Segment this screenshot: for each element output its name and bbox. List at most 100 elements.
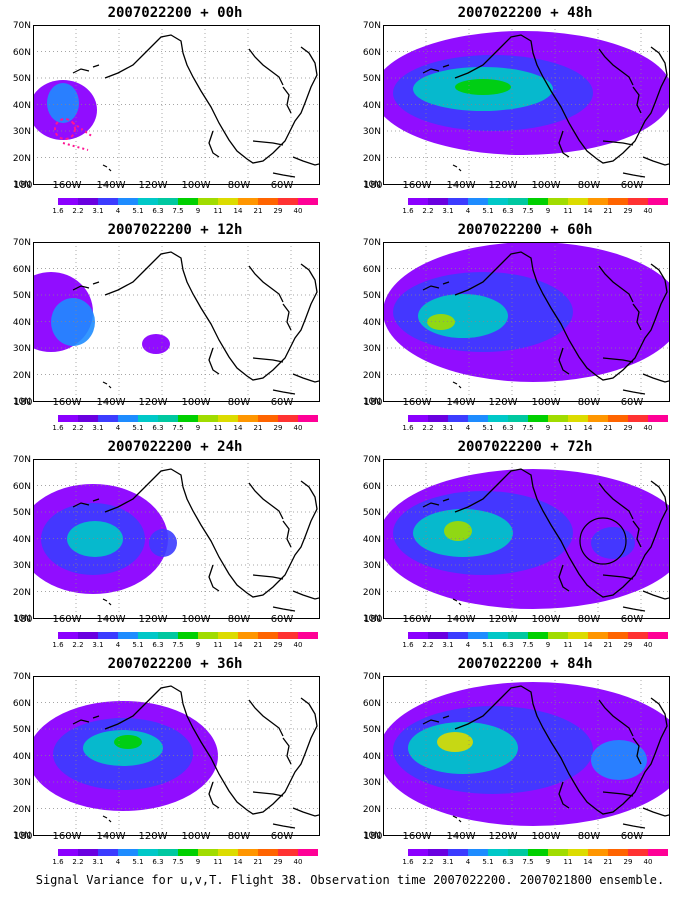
map-area [33, 242, 320, 402]
longitude-label: 160W [52, 180, 82, 191]
flight-track-marker [54, 118, 76, 140]
colorbar-swatch [298, 198, 318, 205]
variance-contour [149, 529, 177, 557]
variance-contour [418, 294, 508, 338]
colorbar-label: 6.3 [152, 424, 164, 432]
colorbar-swatch [98, 198, 118, 205]
colorbar-swatch [448, 415, 468, 422]
colorbar-label: 29 [273, 424, 283, 432]
colorbar-swatch [58, 415, 78, 422]
colorbar-swatch [178, 198, 198, 205]
colorbar-label: 1.6 [402, 207, 414, 215]
colorbar-label: 29 [273, 858, 283, 866]
latitude-label: 20N [12, 370, 31, 381]
latitude-label: 50N [362, 508, 381, 518]
variance-contour [142, 334, 170, 354]
longitude-label: 160W [402, 614, 432, 625]
colorbar-swatch [648, 198, 668, 205]
colorbar-label: 1.6 [52, 424, 64, 432]
colorbar-swatch [178, 415, 198, 422]
colorbar-label: 5.1 [132, 641, 144, 649]
colorbar-label: 21 [603, 207, 613, 215]
colorbar-swatch [468, 415, 488, 422]
colorbar-swatch [138, 198, 158, 205]
colorbar-label: 11 [213, 424, 223, 432]
latitude-label: 60N [362, 481, 381, 492]
colorbar-swatch [238, 415, 258, 422]
latitude-label: 60N [12, 698, 31, 709]
colorbar-label: 1.6 [52, 207, 64, 215]
variance-contour [67, 521, 123, 557]
colorbar-swatch [298, 849, 318, 856]
colorbar-label: 7.5 [172, 641, 184, 649]
latitude-label: 30N [362, 127, 381, 137]
longitude-label: 80W [227, 180, 251, 191]
latitude-label: 70N [362, 21, 381, 31]
colorbar-swatch [488, 198, 508, 205]
colorbar-swatch [138, 849, 158, 856]
colorbar-swatch [488, 849, 508, 856]
colorbar-swatch [548, 849, 568, 856]
colorbar-label: 29 [623, 858, 633, 866]
colorbar-swatch [588, 198, 608, 205]
colorbar-label: 3.1 [442, 424, 454, 432]
colorbar-swatch [548, 632, 568, 639]
coastline-islands [72, 498, 296, 612]
colorbar-swatch [508, 415, 528, 422]
colorbar-label: 11 [213, 641, 223, 649]
latitude-label: 40N [362, 100, 381, 111]
longitude-label: 80W [227, 397, 251, 408]
colorbar-swatch [138, 415, 158, 422]
latitude-label: 10N [12, 614, 31, 624]
longitude-label: 160W [52, 831, 82, 842]
colorbar-swatch [568, 415, 588, 422]
coastline-islands [422, 498, 646, 612]
latitude-label: 70N [12, 238, 31, 248]
colorbar-label: 29 [273, 641, 283, 649]
colorbar-label: 11 [213, 207, 223, 215]
longitude-label: 180 [363, 397, 383, 408]
latitude-label: 10N [12, 397, 31, 407]
colorbar-label: 29 [623, 207, 633, 215]
colorbar-label: 9 [195, 641, 201, 649]
colorbar-swatch [568, 849, 588, 856]
colorbar-swatch [608, 198, 628, 205]
colorbar-swatch [78, 632, 98, 639]
longitude-label: 160W [52, 397, 82, 408]
longitude-label: 120W [138, 831, 168, 842]
colorbar-swatch [158, 415, 178, 422]
longitude-label: 140W [96, 180, 126, 191]
latitude-label: 30N [12, 344, 31, 354]
latitude-label: 40N [362, 534, 381, 545]
latitude-label: 10N [362, 397, 381, 407]
colorbar [408, 849, 668, 856]
coastline [454, 251, 670, 383]
panel-title: 2007022200 + 36h [107, 656, 243, 672]
longitude-label: 180 [13, 180, 33, 191]
map-panel: 2007022200 + 24h 70N 60N 50N 40N 30N 20N 10N 180… [0, 439, 320, 654]
colorbar-swatch [98, 632, 118, 639]
colorbar-swatch [258, 198, 278, 205]
longitude-label: 80W [577, 180, 601, 191]
colorbar-label: 21 [603, 858, 613, 866]
map-panel: 2007022200 + 12h 70N 60N 50N 40N 30N 20N 10N 180… [0, 222, 320, 437]
colorbar-swatch [258, 849, 278, 856]
colorbar-label: 9 [545, 207, 551, 215]
panel-title: 2007022200 + 72h [457, 439, 593, 455]
colorbar-label: 5.1 [482, 641, 494, 649]
colorbar-label: 11 [563, 858, 573, 866]
colorbar-label: 9 [545, 858, 551, 866]
longitude-label: 100W [181, 831, 211, 842]
colorbar-label: 4 [465, 641, 471, 649]
latitude-label: 60N [362, 698, 381, 709]
colorbar-label: 40 [293, 207, 303, 215]
colorbar-label: 6.3 [152, 207, 164, 215]
colorbar-swatch [648, 849, 668, 856]
colorbar-swatch [428, 415, 448, 422]
colorbar-swatch [198, 849, 218, 856]
colorbar-swatch [158, 198, 178, 205]
longitude-label: 180 [13, 831, 33, 842]
colorbar-swatch [298, 415, 318, 422]
coastline [454, 468, 670, 600]
colorbar-swatch [508, 849, 528, 856]
